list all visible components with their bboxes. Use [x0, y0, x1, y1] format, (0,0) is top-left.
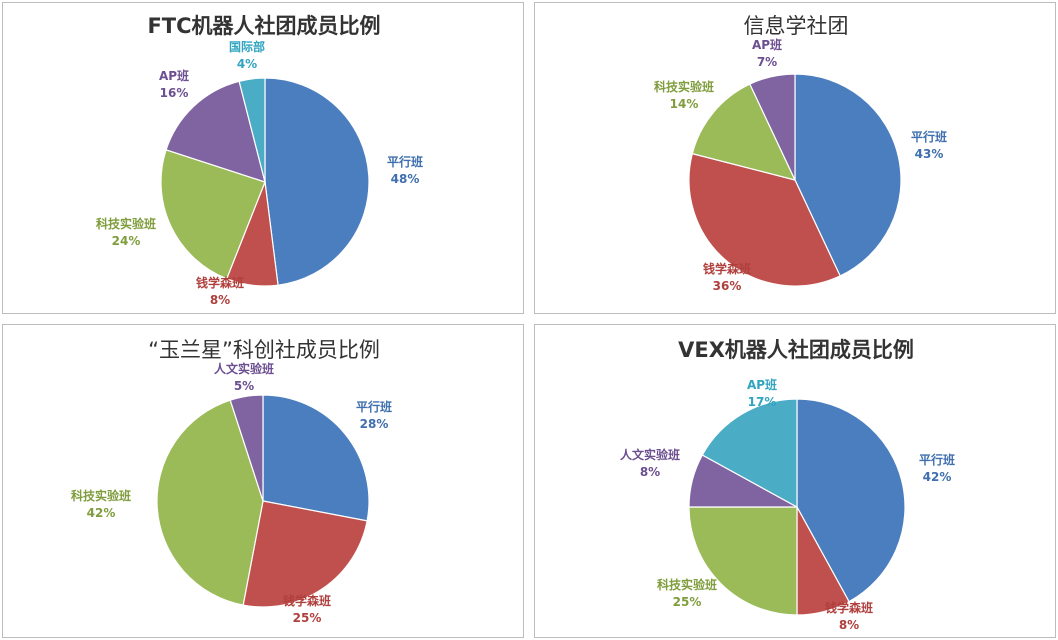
chart-title: FTC机器人社团成员比例 — [147, 14, 380, 38]
slice-label-keji-shiyan: 科技实验班 — [71, 488, 131, 503]
pie-slice-qianxuesen — [242, 500, 368, 608]
pie-chart-vex: VEX机器人社团成员比例 平行班 42% 钱学森班 8% 科技实验班 25% 人文实验班 8%… — [620, 338, 955, 632]
chart-panel-ftc: FTC机器人社团成员比例 平行班 48% 钱学森班 8% 科技实验班 24% AP班 16% 国… — [2, 2, 524, 314]
slice-label-ap: AP班 — [747, 377, 777, 392]
slice-percent-qianxuesen: 25% — [293, 611, 322, 625]
slice-percent-pingxing: 42% — [923, 470, 952, 484]
slice-percent-keji-shiyan: 25% — [673, 595, 702, 609]
pie-slice-guoji — [238, 77, 266, 183]
slice-percent-keji-shiyan: 14% — [670, 97, 699, 111]
slice-label-qianxuesen: 钱学森班 — [196, 275, 244, 290]
slice-label-qianxuesen: 钱学森班 — [703, 261, 751, 276]
slice-label-keji-shiyan: 科技实验班 — [654, 79, 714, 94]
pie-slice-keji-shiyan — [156, 399, 264, 606]
slice-label-ap: AP班 — [752, 37, 782, 52]
pie-chart-informatics: 信息学社团 平行班 43% 钱学森班 36% 科技实验班 14% AP班 7% — [654, 14, 947, 293]
pie-slice-ap — [701, 398, 798, 509]
pie-slice-pingxing — [262, 394, 370, 522]
slice-label-pingxing: 平行班 — [387, 154, 423, 169]
slice-percent-renwen-shiyan: 5% — [234, 379, 254, 393]
chart-title: “玉兰星”科创社成员比例 — [148, 338, 380, 362]
chart-title: VEX机器人社团成员比例 — [678, 338, 914, 362]
slice-percent-qianxuesen: 36% — [713, 279, 742, 293]
pie-slice-pingxing — [794, 73, 902, 277]
chart-title: 信息学社团 — [744, 14, 849, 38]
slice-percent-keji-shiyan: 24% — [112, 234, 141, 248]
slice-label-keji-shiyan: 科技实验班 — [96, 216, 156, 231]
slice-percent-pingxing: 28% — [360, 417, 389, 431]
pie-slice-keji-shiyan — [691, 83, 797, 181]
slice-label-keji-shiyan: 科技实验班 — [657, 577, 717, 592]
slice-percent-qianxuesen: 8% — [839, 618, 859, 632]
slice-percent-guoji: 4% — [237, 57, 257, 71]
slice-percent-keji-shiyan: 42% — [87, 506, 116, 520]
slice-percent-ap: 7% — [757, 55, 777, 69]
pie-slice-keji-shiyan — [160, 149, 266, 280]
slice-percent-pingxing: 43% — [915, 147, 944, 161]
pie-slice-renwen-shiyan — [229, 394, 264, 502]
slice-label-renwen-shiyan: 人文实验班 — [620, 447, 680, 462]
slice-percent-renwen-shiyan: 8% — [640, 465, 660, 479]
chart-panel-yulanxing: “玉兰星”科创社成员比例 平行班 28% 钱学森班 25% 科技实验班 42% 人文实验班 5… — [2, 324, 524, 638]
slice-percent-ap: 16% — [160, 86, 189, 100]
chart-panel-informatics: 信息学社团 平行班 43% 钱学森班 36% 科技实验班 14% AP班 7% — [534, 2, 1056, 314]
pie-slice-ap — [165, 80, 266, 183]
pie-slice-pingxing — [796, 398, 906, 603]
slice-label-guoji: 国际部 — [229, 39, 265, 54]
pie-slice-qianxuesen — [688, 152, 841, 287]
pie-chart-yulanxing: “玉兰星”科创社成员比例 平行班 28% 钱学森班 25% 科技实验班 42% 人文实验班 5… — [71, 338, 392, 625]
slice-percent-pingxing: 48% — [391, 172, 420, 186]
pie-slice-ap — [749, 73, 796, 181]
slice-label-ap: AP班 — [159, 68, 189, 83]
slice-label-renwen-shiyan: 人文实验班 — [214, 361, 274, 376]
chart-panel-vex: VEX机器人社团成员比例 平行班 42% 钱学森班 8% 科技实验班 25% 人文实验班 8%… — [534, 324, 1056, 638]
pie-slice-pingxing — [264, 77, 370, 286]
pie-chart-ftc: FTC机器人社团成员比例 平行班 48% 钱学森班 8% 科技实验班 24% AP班 16% 国… — [96, 14, 423, 307]
slice-percent-ap: 17% — [748, 395, 777, 409]
slice-label-qianxuesen: 钱学森班 — [825, 600, 873, 615]
slice-percent-qianxuesen: 8% — [210, 293, 230, 307]
pie-slice-keji-shiyan — [688, 506, 798, 616]
slice-label-qianxuesen: 钱学森班 — [283, 593, 331, 608]
slice-label-pingxing: 平行班 — [919, 452, 955, 467]
slice-label-pingxing: 平行班 — [911, 129, 947, 144]
slice-label-pingxing: 平行班 — [356, 399, 392, 414]
